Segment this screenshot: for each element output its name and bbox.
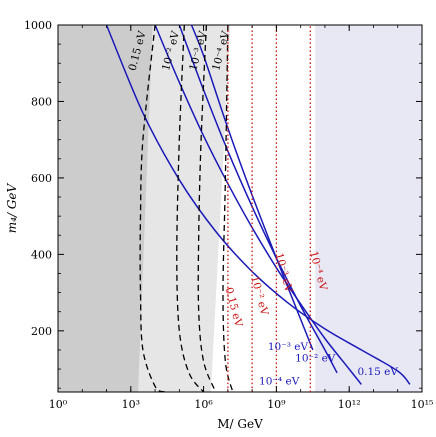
series-solid-0	[105, 24, 411, 385]
curve-label-8: 10⁻⁴ eV	[259, 375, 300, 387]
x-tick-label-2: 10⁶	[194, 398, 213, 411]
x-tick-label-5: 10¹⁵	[411, 398, 434, 411]
x-tick-label-0: 10⁰	[49, 398, 68, 411]
x-tick-label-4: 10¹²	[338, 398, 361, 411]
y-tick-label-0: 200	[31, 325, 52, 338]
y-axis-label: m₄/ GeV	[5, 182, 19, 233]
series-lines	[105, 24, 411, 393]
plot-frame	[57, 24, 423, 393]
series-dashed-7	[222, 24, 234, 393]
y-tick-label-2: 600	[31, 172, 52, 185]
series-solid-1	[154, 24, 362, 385]
x-tick-label-1: 10³	[122, 398, 140, 411]
curve-label-9: 10⁻³ eV	[268, 341, 309, 353]
curve-label-11: 0.15 eV	[357, 366, 398, 378]
series-dashed-5	[176, 24, 205, 393]
y-tick-label-3: 800	[31, 95, 52, 108]
shaded-regions	[58, 25, 422, 392]
y-tick-label-4: 1000	[24, 19, 52, 32]
curve-label-10: 10⁻² eV	[295, 352, 336, 364]
x-axis-label: M/ GeV	[217, 417, 263, 431]
y-tick-label-1: 400	[31, 248, 52, 261]
x-tick-label-3: 10⁹	[267, 398, 286, 411]
region-dark-gray	[58, 25, 153, 392]
series-dashed-4	[139, 24, 166, 393]
axis-ticks: 10⁰ 10³ 10⁶ 10⁹ 10¹² 10¹⁵ 200 400 600 800 1000	[24, 19, 433, 411]
plot-border	[57, 24, 423, 393]
series-dashed-6	[197, 24, 217, 393]
